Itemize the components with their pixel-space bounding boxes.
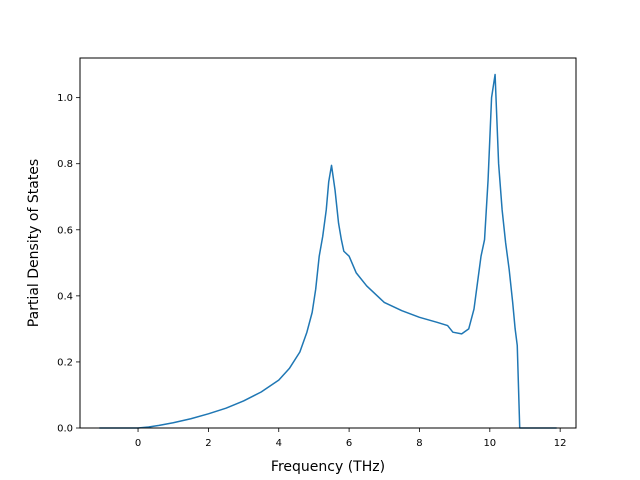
y-tick-label: 1.0 — [57, 93, 73, 104]
y-tick-label: 0.8 — [57, 159, 73, 170]
x-axis-ticks: 0 2 4 6 8 10 12 — [135, 428, 567, 449]
x-tick-label: 8 — [416, 438, 422, 449]
y-tick-label: 0.6 — [57, 225, 73, 236]
x-tick-label: 0 — [135, 438, 141, 449]
axes-frame — [79, 57, 577, 429]
y-tick-label: 0.2 — [57, 357, 73, 368]
x-tick-label: 10 — [483, 438, 496, 449]
pdos-line-0 — [99, 73, 557, 429]
x-axis-label: Frequency (THz) — [271, 459, 385, 475]
y-tick-label: 0.0 — [57, 424, 73, 435]
y-axis-label: Partial Density of States — [26, 159, 42, 327]
x-tick-label: 2 — [205, 438, 211, 449]
x-tick-label: 12 — [554, 438, 567, 449]
y-tick-label: 0.4 — [57, 291, 73, 302]
x-tick-label: 6 — [346, 438, 352, 449]
x-tick-label: 4 — [276, 438, 282, 449]
y-axis-ticks: 0.0 0.2 0.4 0.6 0.8 1.0 — [57, 93, 80, 435]
plot-area — [99, 73, 557, 429]
